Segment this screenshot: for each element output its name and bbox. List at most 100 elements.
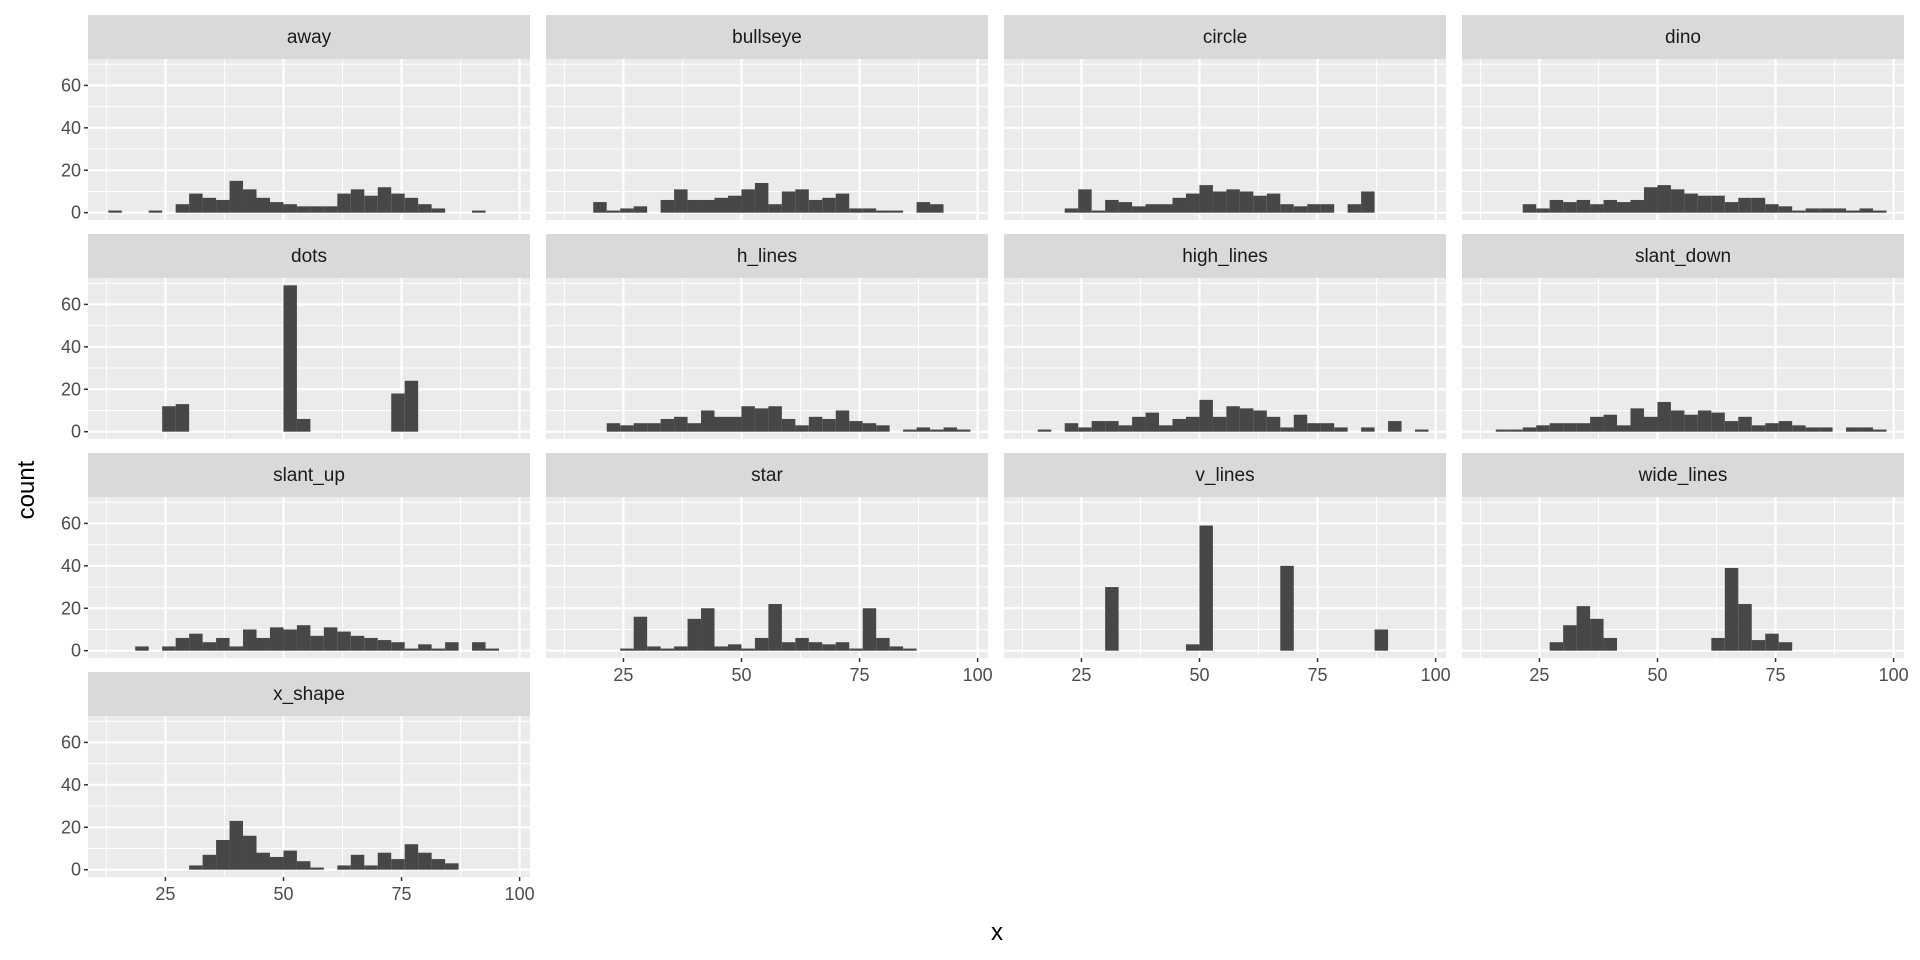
histogram-bar (620, 425, 634, 432)
histogram-bar (1684, 193, 1698, 213)
histogram-bar (754, 182, 769, 213)
histogram-bar (876, 210, 890, 213)
histogram-bar (404, 844, 419, 870)
facet-strip (1462, 234, 1904, 278)
histogram-bar (849, 208, 863, 213)
histogram-bar (1239, 408, 1254, 432)
histogram-bar (849, 648, 863, 651)
histogram-bar (337, 193, 351, 213)
histogram-bar (364, 637, 378, 651)
histogram-bar (1819, 208, 1833, 213)
histogram-bar (202, 197, 217, 213)
histogram-bar (633, 616, 648, 651)
x-tick-label: 75 (850, 665, 870, 685)
facet-strip-label: slant_down (1635, 246, 1731, 267)
histogram-bar (364, 865, 378, 870)
histogram-bar (1226, 406, 1240, 432)
histogram-bar (175, 637, 190, 651)
histogram-bar (1226, 189, 1240, 213)
facet-strip (88, 672, 530, 716)
histogram-bar (916, 427, 931, 432)
histogram-bar (229, 820, 244, 870)
histogram-bar (256, 637, 270, 651)
histogram-bar (1724, 421, 1739, 432)
histogram-bar (1334, 427, 1348, 432)
histogram-bar (189, 193, 203, 213)
facet-wide_lines: wide_lines 25 50 75 100 (1462, 453, 1909, 685)
histogram-bar (768, 604, 782, 651)
histogram-bar (1778, 421, 1793, 432)
histogram-bar (660, 648, 675, 651)
histogram-bar (1361, 427, 1375, 432)
histogram-bar (741, 189, 755, 213)
facet-strip-label: away (287, 27, 332, 48)
histogram-bar (1549, 423, 1564, 432)
y-tick-label: 60 (61, 513, 81, 533)
histogram-bar (1522, 204, 1537, 213)
histogram-bar (660, 199, 675, 213)
histogram-bar (1765, 423, 1779, 432)
histogram-bar (795, 637, 809, 651)
histogram-bar (283, 204, 297, 213)
histogram-bar (1711, 195, 1725, 213)
histogram-bar (903, 429, 917, 432)
histogram-bar (1630, 199, 1644, 213)
facet-strip-label: bullseye (732, 27, 802, 48)
panel-background (1462, 497, 1904, 658)
histogram-bar (296, 418, 311, 432)
histogram-bar (310, 206, 324, 213)
histogram-bar (1832, 208, 1847, 213)
facet-dots: dots 0 20 40 60 (61, 234, 530, 442)
histogram-bar (633, 423, 648, 432)
histogram-bar (660, 418, 675, 432)
facet-h_lines: h_lines (546, 234, 988, 439)
histogram-bar (930, 204, 944, 213)
histogram-bar (1388, 421, 1402, 432)
histogram-bar (1536, 425, 1550, 432)
histogram-bar (727, 644, 742, 651)
histogram-bar (202, 854, 217, 870)
histogram-bar (431, 208, 446, 213)
histogram-bar (404, 197, 419, 213)
histogram-bar (1212, 191, 1227, 213)
histogram-bar (714, 416, 728, 432)
x-tick-label: 100 (505, 884, 535, 904)
histogram-bar (1778, 642, 1793, 651)
histogram-bar (189, 633, 203, 651)
histogram-bar (216, 637, 230, 651)
histogram-bar (781, 191, 796, 213)
histogram-bar (283, 285, 297, 432)
histogram-bar (1145, 412, 1160, 432)
histogram-bar (445, 642, 459, 651)
histogram-bar (216, 839, 230, 870)
facet-strip (546, 453, 988, 497)
x-tick-label: 100 (1421, 665, 1451, 685)
histogram-bar (1792, 425, 1806, 432)
histogram-bar (606, 423, 621, 432)
histogram-bar (1617, 425, 1631, 432)
histogram-bar (701, 608, 715, 651)
histogram-bar (781, 642, 796, 651)
facet-v_lines: v_lines 25 50 75 100 (1004, 453, 1451, 685)
histogram-bar (350, 854, 365, 870)
histogram-bar (1105, 199, 1119, 213)
histogram-bar (647, 423, 661, 432)
x-tick-label: 50 (1189, 665, 1209, 685)
histogram-bar (1280, 204, 1294, 213)
histogram-bar (1563, 423, 1577, 432)
histogram-bar (1670, 410, 1685, 432)
histogram-bar (1738, 604, 1752, 651)
histogram-bar (1670, 189, 1685, 213)
histogram-bar (1361, 191, 1375, 213)
histogram-bar (1253, 410, 1267, 432)
histogram-bar (472, 642, 486, 651)
histogram-bar (1320, 423, 1335, 432)
histogram-bar (1643, 416, 1658, 432)
histogram-bar (1751, 425, 1766, 432)
histogram-bar (1145, 204, 1160, 213)
histogram-bar (189, 865, 203, 870)
histogram-bar (674, 189, 688, 213)
facet-strip-label: x_shape (273, 684, 345, 705)
histogram-bar (808, 416, 823, 432)
histogram-bar (701, 410, 715, 432)
